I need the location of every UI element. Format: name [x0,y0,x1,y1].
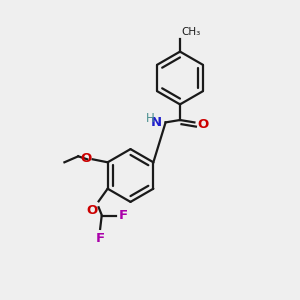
Text: H: H [146,112,154,125]
Text: O: O [86,204,98,217]
Text: N: N [151,116,162,129]
Text: CH₃: CH₃ [182,27,201,37]
Text: F: F [96,232,105,245]
Text: O: O [81,152,92,165]
Text: O: O [197,118,209,131]
Text: F: F [118,209,127,222]
